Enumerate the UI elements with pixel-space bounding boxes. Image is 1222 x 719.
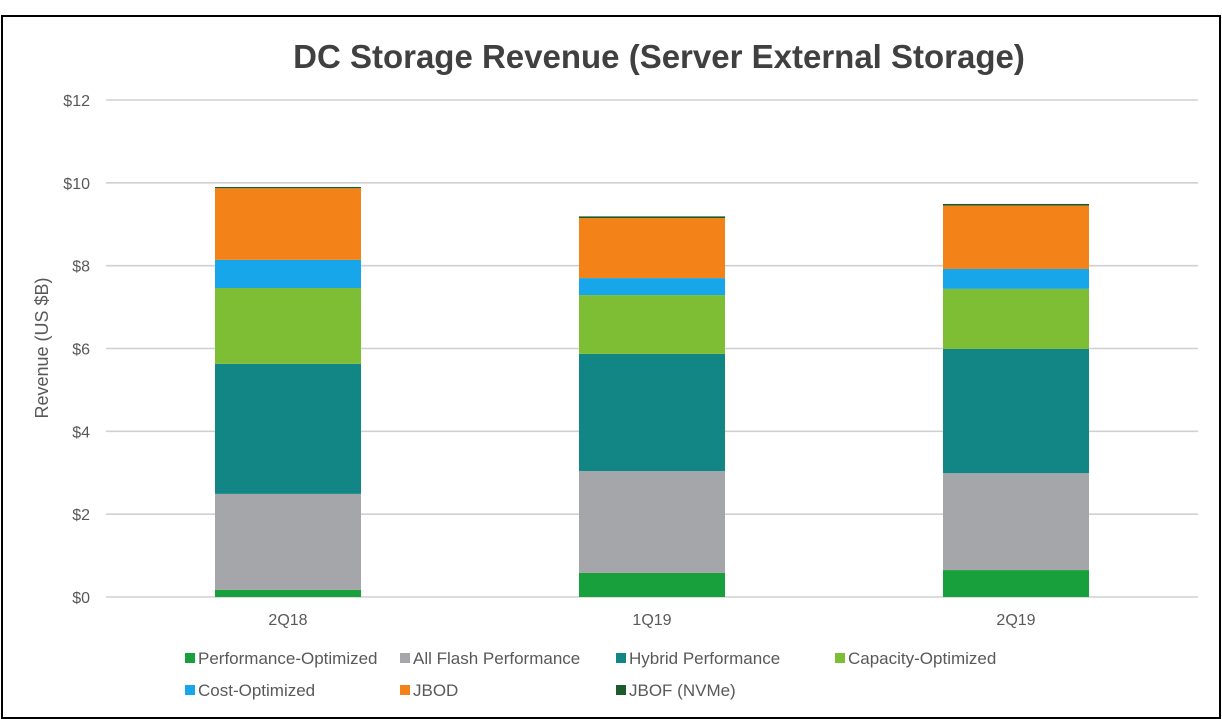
y-tick-label: $2: [72, 507, 90, 524]
bar-segment-performance-optimized: [943, 570, 1089, 597]
legend-item: All Flash Performance: [400, 649, 580, 668]
bar-segment-capacity-optimized: [943, 288, 1089, 349]
bar-segment-all-flash-performance: [943, 473, 1089, 571]
y-tick-label: $12: [63, 93, 90, 110]
y-tick-label: $6: [72, 342, 90, 359]
bar-segment-performance-optimized: [579, 572, 725, 597]
legend-swatch: [616, 653, 626, 663]
legend-label: JBOD: [413, 681, 458, 700]
bar-segment-cost-optimized: [215, 259, 361, 289]
legend-swatch: [835, 653, 845, 663]
legend: Performance-Optimized All Flash Performan…: [185, 649, 996, 700]
bar-segment-hybrid-performance: [215, 363, 361, 494]
bar-segment-all-flash-performance: [579, 471, 725, 573]
y-axis-ticks: $0 $2 $4 $6 $8 $10 $12: [63, 93, 90, 607]
legend-label: Hybrid Performance: [629, 649, 780, 668]
legend-item: Hybrid Performance: [616, 649, 780, 668]
x-axis-ticks: 2Q18 1Q19 2Q19: [268, 612, 1035, 629]
bar-stack-1Q19: [579, 216, 725, 597]
legend-swatch: [616, 685, 626, 695]
bar-segment-performance-optimized: [215, 589, 361, 597]
bars: [215, 186, 1089, 597]
legend-swatch: [185, 685, 195, 695]
bar-segment-capacity-optimized: [215, 288, 361, 364]
legend-label: Performance-Optimized: [198, 649, 378, 668]
legend-label: Capacity-Optimized: [848, 649, 996, 668]
x-tick-label: 2Q18: [268, 612, 307, 629]
chart-title: DC Storage Revenue (Server External Stor…: [293, 38, 1025, 75]
bar-segment-jbod: [215, 188, 361, 260]
bar-segment-jbof-nvme: [943, 203, 1089, 206]
bar-segment-capacity-optimized: [579, 295, 725, 354]
bar-segment-jbod: [943, 205, 1089, 269]
legend-item: Performance-Optimized: [185, 649, 378, 668]
legend-item: Cost-Optimized: [185, 681, 315, 700]
bar-segment-jbof-nvme: [215, 186, 361, 189]
legend-swatch: [185, 653, 195, 663]
bar-stack-2Q19: [943, 203, 1089, 597]
legend-label: Cost-Optimized: [198, 681, 315, 700]
y-tick-label: $0: [72, 590, 90, 607]
y-tick-label: $4: [72, 424, 90, 441]
bar-segment-hybrid-performance: [943, 348, 1089, 474]
y-tick-label: $8: [72, 259, 90, 276]
legend-swatch: [400, 685, 410, 695]
bar-segment-jbof-nvme: [579, 216, 725, 219]
bar-segment-cost-optimized: [579, 278, 725, 296]
legend-item: JBOF (NVMe): [616, 681, 736, 700]
legend-item: Capacity-Optimized: [835, 649, 996, 668]
legend-swatch: [400, 653, 410, 663]
legend-item: JBOD: [400, 681, 458, 700]
x-tick-label: 2Q19: [996, 612, 1035, 629]
y-axis-label: Revenue (US $B): [32, 277, 52, 418]
bar-segment-hybrid-performance: [579, 353, 725, 472]
y-tick-label: $10: [63, 176, 90, 193]
legend-label: JBOF (NVMe): [629, 681, 736, 700]
bar-stack-2Q18: [215, 186, 361, 597]
bar-segment-cost-optimized: [943, 268, 1089, 289]
legend-label: All Flash Performance: [413, 649, 580, 668]
x-tick-label: 1Q19: [632, 612, 671, 629]
bar-segment-jbod: [579, 218, 725, 279]
bar-segment-all-flash-performance: [215, 493, 361, 590]
